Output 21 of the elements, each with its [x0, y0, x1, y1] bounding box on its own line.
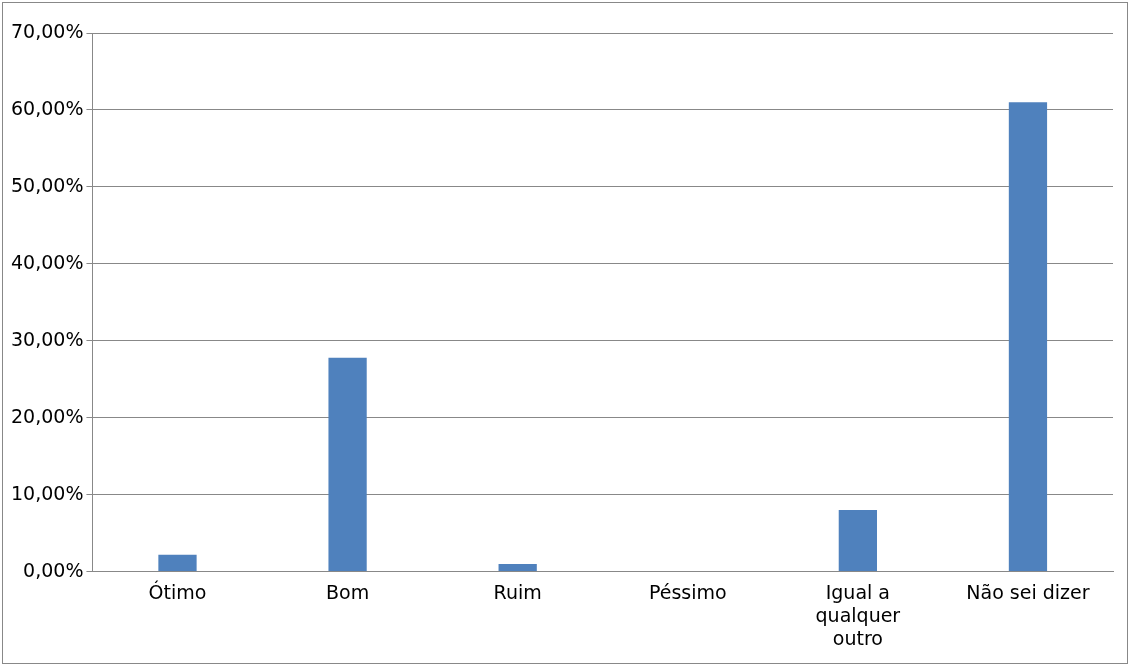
- y-tick-label: 20,00%: [10, 404, 84, 427]
- bar: [498, 563, 537, 572]
- y-tick-label: 50,00%: [10, 173, 84, 196]
- x-tick-label: Péssimo: [648, 580, 727, 603]
- x-tick-label: Bom: [326, 580, 370, 603]
- y-tick-label: 10,00%: [10, 481, 84, 504]
- y-tick-label: 30,00%: [10, 327, 84, 350]
- y-tick-label: 70,00%: [10, 19, 84, 42]
- bar: [158, 554, 197, 572]
- y-tick-label: 0,00%: [23, 558, 84, 581]
- bar: [838, 510, 877, 572]
- x-tick-label: Ótimo: [148, 579, 207, 603]
- bar: [1008, 102, 1048, 572]
- y-tick-label: 40,00%: [10, 250, 84, 273]
- x-tick-label: Ruim: [493, 580, 542, 603]
- category-label: outro: [832, 626, 883, 649]
- category-label: qualquer: [815, 603, 901, 626]
- bar: [328, 357, 367, 572]
- category-label: Igual a: [825, 580, 891, 603]
- y-tick-label: 60,00%: [10, 96, 84, 119]
- x-tick-label: Não sei dizer: [966, 580, 1090, 603]
